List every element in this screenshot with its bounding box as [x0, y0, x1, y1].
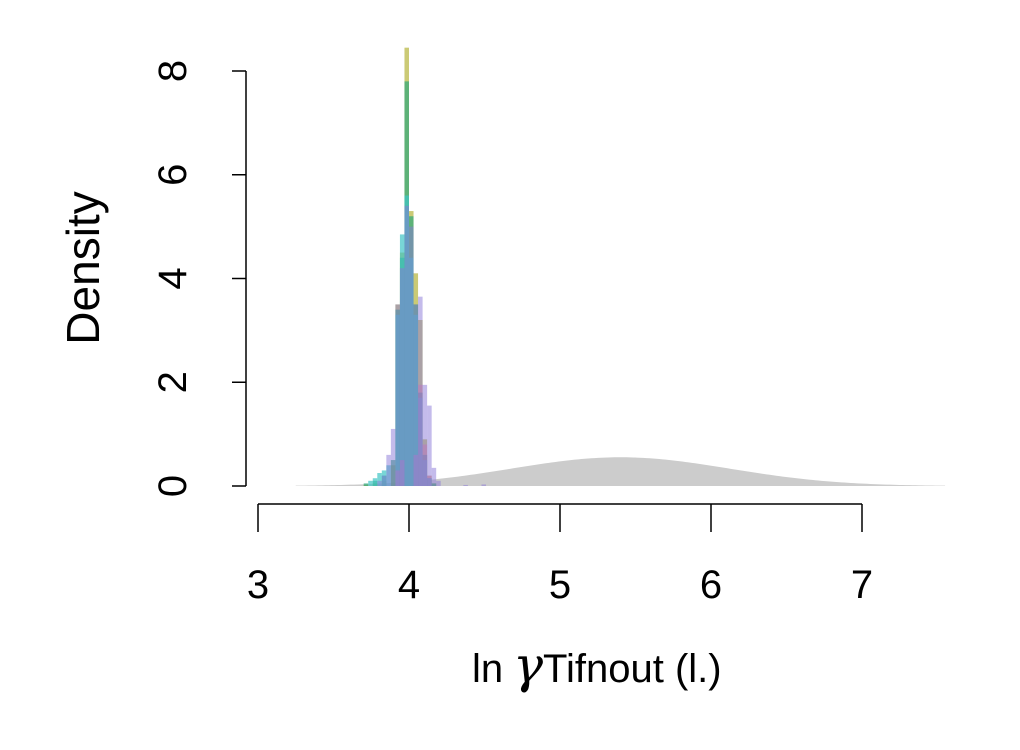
histogram-bar [386, 454, 391, 487]
histogram-bar [381, 475, 387, 487]
histogram-bar [377, 480, 382, 486]
histogram-bar [399, 268, 405, 487]
x-tick-label: 4 [398, 563, 420, 607]
x-tick-label: 3 [247, 563, 269, 607]
y-tick-label: 6 [151, 164, 195, 186]
plot-area [295, 47, 946, 487]
y-tick-label: 0 [151, 475, 195, 497]
histogram-bar [418, 296, 423, 486]
x-axis-title-symbol: γ [513, 636, 543, 694]
x-tick-label: 5 [549, 563, 571, 607]
y-tick-label: 8 [151, 60, 195, 82]
histogram-bar [481, 484, 487, 486]
y-tick-label: 2 [151, 371, 195, 393]
histogram-bar [395, 470, 400, 486]
histogram-bar [372, 478, 378, 486]
y-axis-title: Density [57, 191, 109, 344]
histogram-bar [413, 304, 419, 486]
histogram-bar [436, 480, 441, 486]
histogram-bar [409, 226, 414, 487]
x-tick-label: 6 [700, 563, 722, 607]
histogram-bar [422, 444, 428, 486]
histogram-bar [422, 384, 428, 486]
histogram-bar [413, 454, 419, 487]
histogram-bar [368, 480, 373, 486]
histogram-bar [395, 304, 400, 486]
histogram-bar [427, 475, 432, 487]
histogram-bar [427, 405, 432, 486]
y-axis: 0 2 4 6 8 [151, 60, 247, 497]
histogram-bar [404, 205, 409, 487]
x-axis-title-prefix: ln [472, 647, 503, 691]
histogram-bar [418, 384, 423, 486]
y-tick-label: 4 [151, 267, 195, 289]
histogram-bar [377, 473, 382, 486]
x-tick-label: 7 [851, 563, 873, 607]
x-axis: 3 4 5 6 7 [247, 503, 873, 607]
histogram-bar [431, 467, 437, 486]
histogram-bar [463, 484, 468, 486]
histogram-bar [363, 483, 369, 486]
x-axis-title: ln γTifnout (l.) [472, 636, 722, 694]
histogram-bar [390, 428, 396, 486]
x-axis-title-subscript: Tifnout (l.) [543, 647, 722, 691]
prior-density-area [295, 457, 946, 486]
histogram-bar [399, 460, 405, 486]
histogram-series-5 [395, 384, 432, 487]
histogram-series-4 [377, 205, 487, 487]
